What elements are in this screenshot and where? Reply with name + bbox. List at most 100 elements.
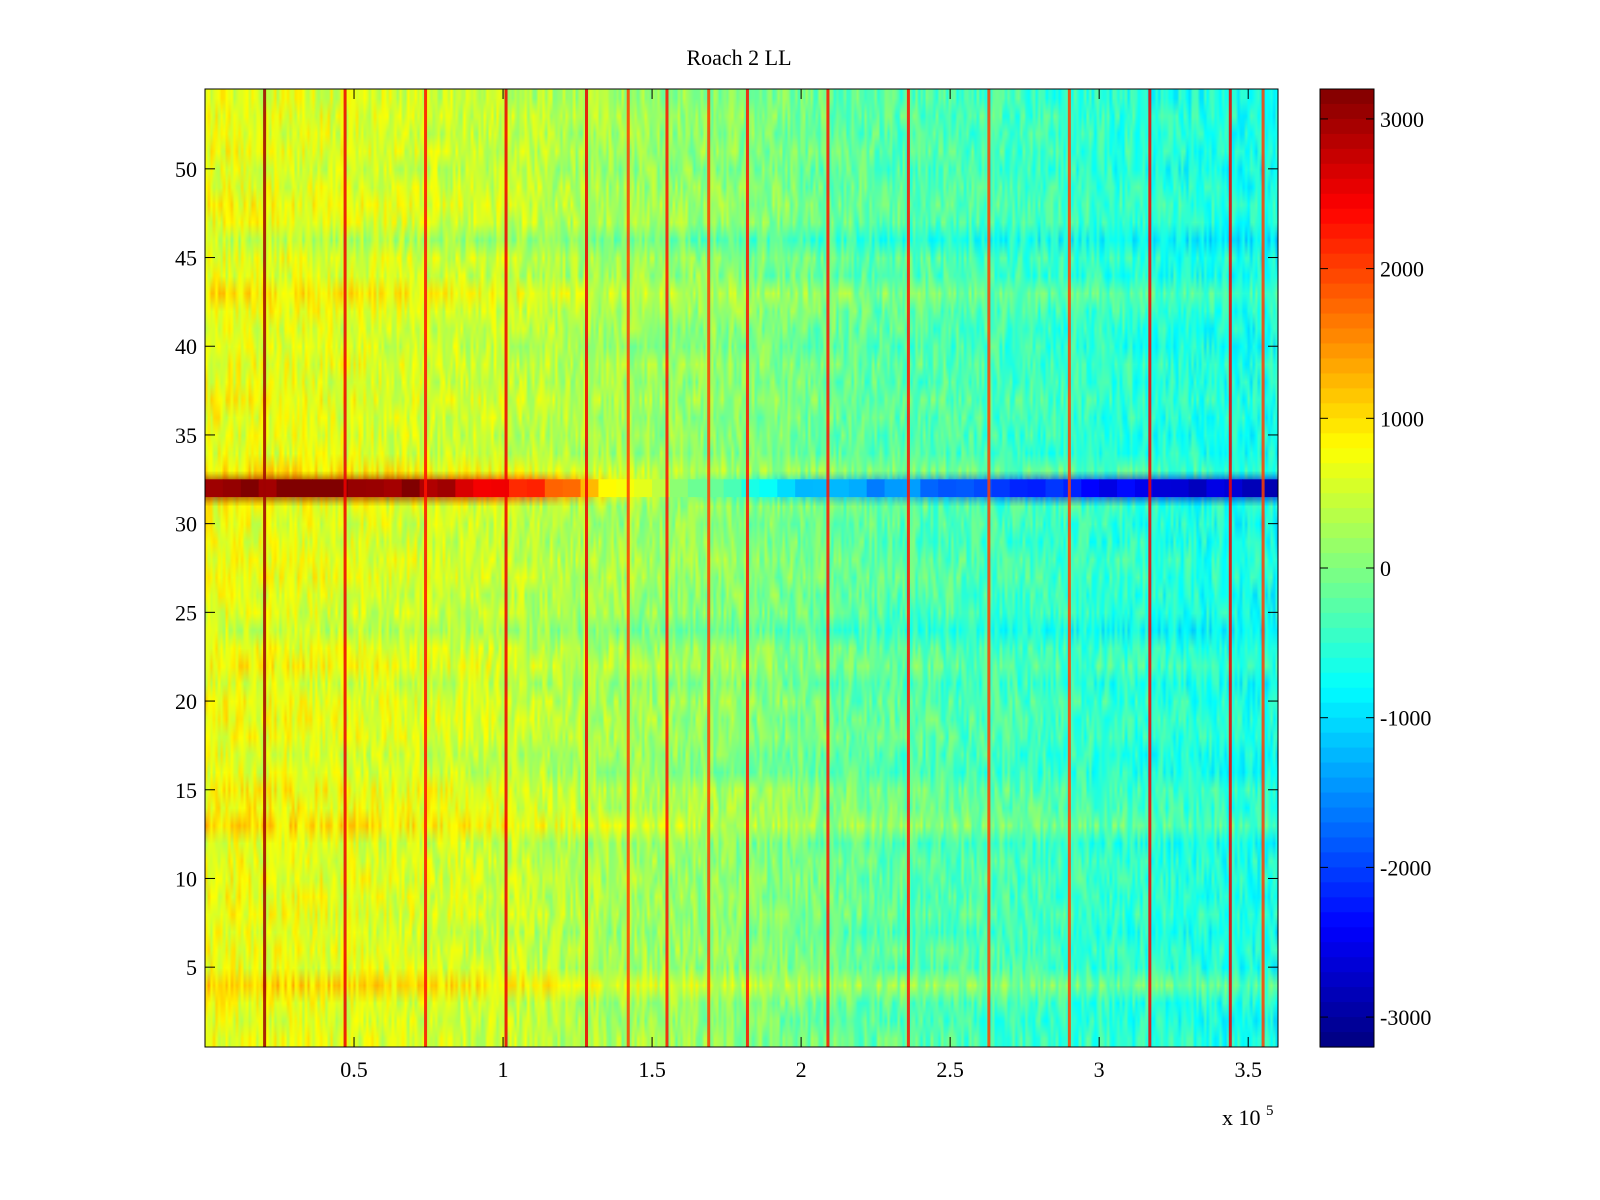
y-tick-label: 35	[175, 423, 197, 448]
hot-row-segment	[437, 479, 456, 498]
hot-row-segment	[1081, 479, 1100, 498]
colorbar-band	[1320, 837, 1374, 854]
hot-row-segment	[205, 479, 224, 498]
colorbar-tick-label: 1000	[1380, 406, 1424, 431]
hot-row-segment	[276, 479, 295, 498]
colorbar-tick-label: -2000	[1380, 855, 1431, 880]
colorbar-band	[1320, 987, 1374, 1003]
hot-row-segment	[616, 479, 635, 498]
hot-row-segment	[509, 479, 528, 498]
x-tick-label: 2	[796, 1057, 807, 1082]
hot-row-segment	[1152, 479, 1172, 498]
hot-row-segment	[383, 479, 403, 498]
hot-row-segment	[884, 479, 903, 498]
hot-row-segment	[1099, 479, 1118, 498]
y-tick-label: 15	[175, 778, 197, 803]
hot-row-segment	[1027, 479, 1047, 498]
colorbar-band	[1320, 373, 1374, 389]
colorbar-band	[1320, 897, 1374, 913]
colorbar-band	[1320, 358, 1374, 375]
hot-row-segment	[348, 479, 367, 498]
colorbar-band	[1320, 657, 1374, 674]
hot-row-segment	[222, 479, 242, 498]
y-tick-label: 50	[175, 157, 197, 182]
hot-row-segment	[526, 479, 546, 498]
colorbar: -3000 -2000 -1000 0 1000 2000 3000	[1319, 88, 1431, 1048]
hot-row-segment	[598, 479, 617, 498]
colorbar-band	[1320, 672, 1374, 689]
heatmap-cells	[205, 89, 1278, 1047]
plot-frame	[204, 88, 1279, 1048]
y-axis: 5 10 15 20 25 30 35 40 45 50	[175, 157, 1278, 980]
hot-row-segment	[1009, 479, 1029, 498]
colorbar-band	[1320, 972, 1374, 988]
colorbar-band	[1320, 687, 1374, 704]
colorbar-band	[1320, 597, 1374, 614]
colorbar-band	[1320, 208, 1374, 225]
hot-row-segment	[1045, 479, 1064, 498]
hot-row-segment	[759, 479, 778, 498]
x-multiplier-base: x 10	[1222, 1105, 1261, 1130]
colorbar-tick-label: -3000	[1380, 1005, 1431, 1030]
hot-row-segment	[455, 479, 474, 498]
hot-row-segment	[419, 479, 438, 498]
colorbar-band	[1320, 448, 1374, 464]
colorbar-band	[1320, 627, 1374, 644]
colorbar-band	[1320, 298, 1374, 315]
colorbar-band	[1320, 747, 1374, 764]
hot-row-segment	[902, 479, 921, 498]
colorbar-band	[1320, 418, 1374, 434]
hot-row-segment	[777, 479, 796, 498]
colorbar-band	[1320, 163, 1374, 180]
hot-row-segment	[294, 479, 313, 498]
hot-row-segment	[1170, 479, 1190, 498]
colorbar-band	[1320, 912, 1374, 928]
hot-row-segment	[1063, 479, 1082, 498]
hot-row-segment	[544, 479, 564, 498]
hot-row-segment	[687, 479, 707, 498]
colorbar-band	[1320, 852, 1374, 868]
colorbar-band	[1320, 133, 1374, 150]
hot-row-segment	[401, 479, 421, 498]
hot-row-segment	[723, 479, 742, 498]
colorbar-band	[1320, 493, 1374, 509]
colorbar-band	[1320, 148, 1374, 165]
hot-row-segment	[938, 479, 957, 498]
colorbar-band	[1320, 732, 1374, 749]
hot-row-segment	[365, 479, 385, 498]
x-multiplier-label: x 10 5	[1222, 1103, 1274, 1130]
hot-row-segment	[956, 479, 975, 498]
y-tick-label: 25	[175, 600, 197, 625]
colorbar-band	[1320, 103, 1374, 120]
hot-row-segment	[562, 479, 582, 498]
colorbar-tick-label: 2000	[1380, 257, 1424, 282]
hot-row-segment	[669, 479, 689, 498]
heatmap-image	[205, 89, 1278, 1047]
colorbar-band	[1320, 253, 1374, 270]
colorbar-band	[1320, 538, 1374, 554]
colorbar-band	[1320, 702, 1374, 719]
colorbar-band	[1320, 553, 1374, 569]
colorbar-band	[1320, 582, 1374, 599]
y-tick-label: 20	[175, 689, 197, 714]
colorbar-band	[1320, 463, 1374, 479]
colorbar-band	[1320, 268, 1374, 285]
colorbar-band	[1320, 478, 1374, 494]
colorbar-band	[1320, 89, 1374, 105]
colorbar-band	[1320, 178, 1374, 195]
hot-row-segment	[1117, 479, 1136, 498]
colorbar-band	[1320, 508, 1374, 524]
colorbar-band	[1320, 313, 1374, 330]
colorbar-band	[1320, 343, 1374, 360]
colorbar-band	[1320, 612, 1374, 629]
y-tick-label: 40	[175, 334, 197, 359]
x-tick-label: 1.5	[638, 1057, 666, 1082]
hot-row-segment	[1224, 479, 1243, 498]
colorbar-band	[1320, 792, 1374, 809]
colorbar-band	[1320, 328, 1374, 345]
colorbar-band	[1320, 238, 1374, 255]
hot-row-segment	[1242, 479, 1261, 498]
y-tick-label: 30	[175, 512, 197, 537]
colorbar-band	[1320, 642, 1374, 659]
